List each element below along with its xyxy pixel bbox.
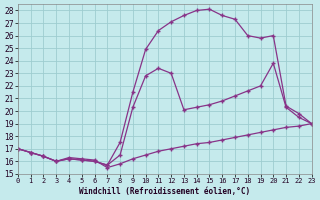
X-axis label: Windchill (Refroidissement éolien,°C): Windchill (Refroidissement éolien,°C) <box>79 187 250 196</box>
